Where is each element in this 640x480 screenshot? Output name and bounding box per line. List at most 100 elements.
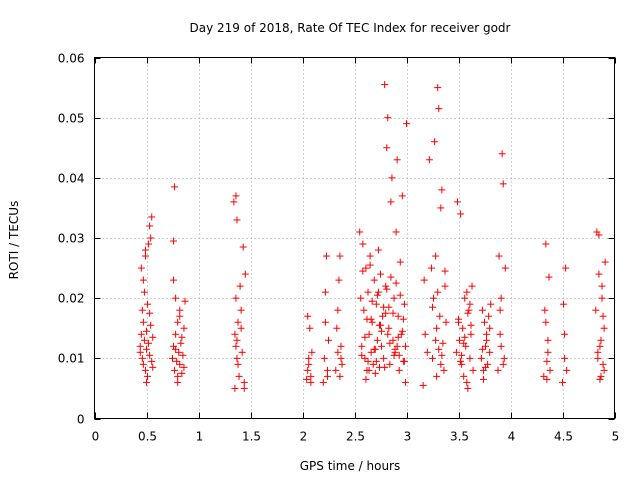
data-point bbox=[598, 282, 606, 290]
data-point bbox=[398, 327, 406, 335]
data-point bbox=[401, 342, 409, 350]
data-point bbox=[497, 294, 505, 302]
data-point bbox=[147, 234, 155, 242]
data-point bbox=[383, 285, 391, 293]
data-point bbox=[334, 306, 342, 314]
data-point bbox=[440, 366, 448, 374]
data-point bbox=[596, 375, 604, 383]
data-point bbox=[498, 150, 506, 158]
data-point bbox=[442, 318, 450, 326]
data-point bbox=[437, 360, 445, 368]
data-point bbox=[365, 366, 373, 374]
data-point bbox=[233, 336, 241, 344]
x-tick-label: 2.5 bbox=[346, 430, 365, 444]
data-point bbox=[385, 303, 393, 311]
data-point bbox=[240, 378, 248, 386]
data-point bbox=[561, 330, 569, 338]
data-point bbox=[398, 192, 406, 200]
data-point bbox=[141, 252, 149, 260]
data-point bbox=[307, 372, 315, 380]
y-tick-label: 0.04 bbox=[58, 172, 85, 186]
data-point bbox=[401, 378, 409, 386]
data-point bbox=[140, 336, 148, 344]
data-point bbox=[544, 348, 552, 356]
x-tick-label: 0.5 bbox=[138, 430, 157, 444]
data-point bbox=[147, 321, 155, 329]
data-point bbox=[357, 294, 365, 302]
data-point bbox=[479, 375, 487, 383]
data-point bbox=[319, 378, 327, 386]
data-point bbox=[455, 315, 462, 323]
data-point bbox=[420, 276, 428, 284]
data-point bbox=[594, 354, 602, 362]
data-point bbox=[146, 222, 154, 230]
data-point bbox=[178, 369, 186, 377]
data-point bbox=[599, 312, 607, 320]
y-tick-label: 0.05 bbox=[58, 112, 85, 126]
data-point bbox=[468, 282, 476, 290]
data-point bbox=[366, 261, 374, 269]
data-point bbox=[303, 375, 311, 383]
data-point bbox=[458, 351, 466, 359]
y-tick-labels: 0 0.01 0.02 0.03 0.04 0.05 0.06 bbox=[58, 52, 85, 427]
data-point bbox=[358, 351, 366, 359]
x-tick-label: 1 bbox=[196, 430, 204, 444]
data-point bbox=[231, 384, 239, 392]
y-axis-label: ROTI / TECUs bbox=[7, 201, 21, 280]
data-point bbox=[305, 354, 313, 362]
data-point bbox=[179, 351, 187, 359]
data-point bbox=[432, 252, 440, 260]
data-point bbox=[436, 312, 444, 320]
data-point bbox=[234, 360, 242, 368]
data-point bbox=[140, 288, 148, 296]
data-point bbox=[321, 288, 329, 296]
data-point bbox=[240, 384, 248, 392]
x-tick-label: 0 bbox=[92, 430, 100, 444]
data-point bbox=[386, 360, 394, 368]
data-point bbox=[375, 321, 383, 329]
data-point bbox=[393, 156, 401, 164]
grid-lines bbox=[94, 57, 615, 419]
data-point bbox=[362, 375, 370, 383]
data-point bbox=[334, 348, 342, 356]
data-point bbox=[461, 333, 469, 341]
data-point bbox=[460, 339, 468, 347]
data-point bbox=[176, 360, 184, 368]
data-point bbox=[361, 333, 369, 341]
data-point bbox=[358, 342, 366, 350]
data-point bbox=[419, 381, 427, 389]
data-point bbox=[543, 375, 551, 383]
data-point bbox=[380, 354, 388, 362]
data-point bbox=[496, 330, 504, 338]
data-point bbox=[169, 354, 176, 362]
data-point bbox=[237, 306, 245, 314]
data-point bbox=[543, 357, 551, 365]
x-tick-label: 1.5 bbox=[242, 430, 261, 444]
data-point bbox=[174, 318, 182, 326]
data-point bbox=[595, 231, 603, 239]
data-point bbox=[172, 345, 180, 353]
data-point bbox=[381, 363, 389, 371]
data-point bbox=[231, 330, 239, 338]
data-point bbox=[487, 300, 495, 308]
data-point bbox=[486, 324, 494, 332]
data-point bbox=[365, 330, 373, 338]
data-point bbox=[136, 348, 144, 356]
data-point bbox=[499, 360, 507, 368]
data-point bbox=[497, 342, 505, 350]
data-point bbox=[563, 366, 571, 374]
data-point bbox=[170, 276, 178, 284]
data-point bbox=[542, 318, 550, 326]
data-point bbox=[361, 354, 369, 362]
data-point bbox=[438, 351, 446, 359]
data-point bbox=[392, 228, 400, 236]
data-point bbox=[372, 300, 380, 308]
data-point bbox=[465, 306, 473, 314]
data-point bbox=[149, 333, 157, 341]
data-point bbox=[384, 330, 392, 338]
data-point bbox=[378, 342, 386, 350]
data-point bbox=[232, 294, 240, 302]
data-point bbox=[137, 330, 145, 338]
data-point bbox=[304, 312, 312, 320]
